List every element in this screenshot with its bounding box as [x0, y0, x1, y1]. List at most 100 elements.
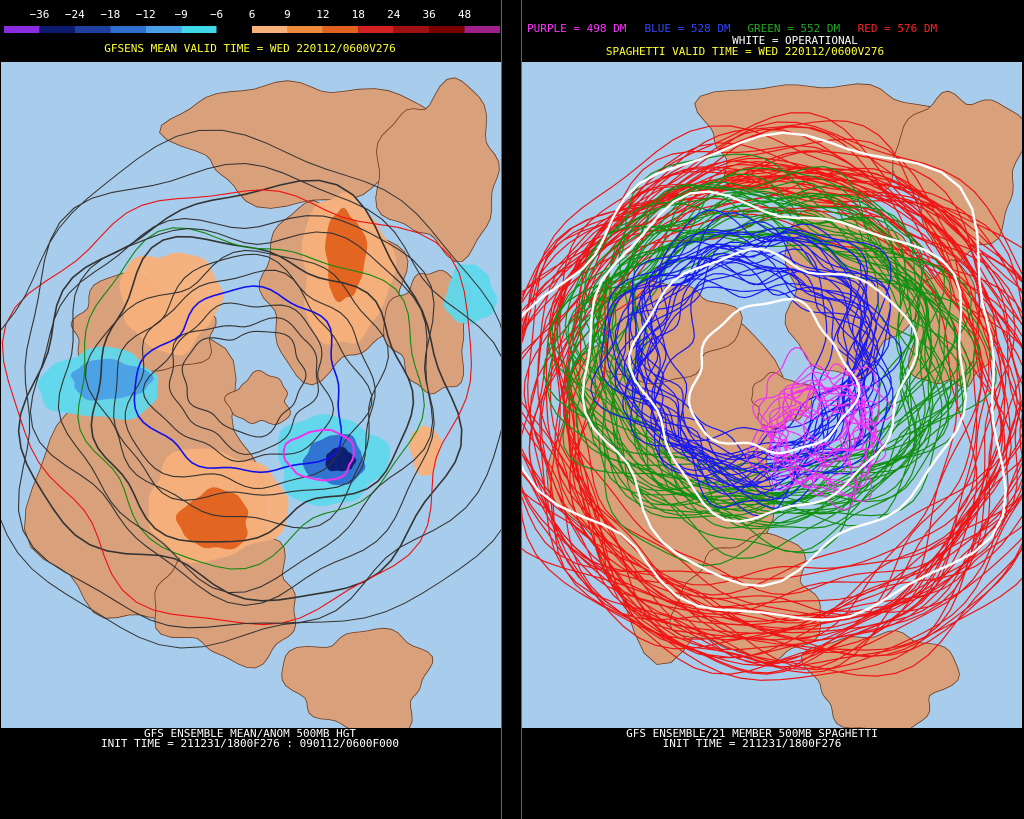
contour — [77, 227, 425, 570]
spaghetti-line — [597, 232, 933, 515]
operational-line — [628, 247, 919, 523]
spaghetti-line — [635, 251, 852, 460]
anomaly — [70, 358, 154, 401]
operational-label: WHITE = OPERATIONAL — [732, 34, 858, 47]
contour — [17, 162, 501, 629]
color-label: 36 — [423, 8, 436, 21]
spaghetti-line — [536, 175, 1022, 668]
contour — [133, 285, 343, 474]
spaghetti-line — [769, 379, 865, 466]
color-label: −36 — [29, 8, 49, 21]
color-swatch — [216, 26, 252, 33]
spaghetti-line — [578, 173, 925, 491]
color-bar: −36 −24 −18 −12 −9 −6 6 9 12 18 24 36 48 — [4, 8, 500, 33]
color-swatch — [4, 26, 40, 33]
right-footer: INIT TIME = 211231/1800F276 — [663, 737, 842, 750]
anomaly — [409, 425, 442, 477]
color-label: −6 — [210, 8, 223, 21]
contour — [84, 249, 389, 529]
contour — [113, 253, 376, 501]
land — [281, 627, 433, 728]
spaghetti-line — [590, 209, 997, 473]
spaghetti-line — [567, 169, 990, 586]
spaghetti-line — [528, 197, 1022, 634]
color-swatch — [322, 26, 359, 33]
color-swatch — [145, 26, 182, 33]
key-entry: PURPLE = 498 DM — [527, 22, 627, 35]
spaghetti-key: PURPLE = 498 DM BLUE = 528 DM GREEN = 552 … — [527, 22, 937, 35]
right-title: SPAGHETTI VALID TIME = WED 220112/0600V2… — [606, 45, 884, 58]
left-title: GFSENS MEAN VALID TIME = WED 220112/0600… — [104, 42, 395, 55]
land — [375, 77, 500, 262]
color-swatch — [464, 26, 500, 33]
spaghetti-line — [539, 150, 1022, 677]
spaghetti-line — [577, 164, 1022, 664]
left-footer: GFS ENSEMBLE MEAN/ANOM 500MB HGT — [144, 727, 356, 740]
contour — [124, 269, 373, 489]
anomaly — [325, 207, 368, 303]
spaghetti-line — [768, 384, 867, 483]
color-swatch — [358, 26, 394, 33]
spaghetti-line — [648, 231, 892, 474]
color-swatch — [393, 26, 430, 33]
spaghetti-line — [522, 125, 1022, 659]
color-label: 24 — [387, 8, 401, 21]
contour — [1, 129, 501, 649]
key-entry: RED = 576 DM — [858, 22, 938, 35]
color-swatch — [252, 26, 288, 33]
spaghetti-line — [636, 209, 874, 470]
spaghetti-line — [549, 160, 1022, 667]
land — [224, 370, 291, 425]
color-label: 18 — [352, 8, 365, 21]
contour — [1, 189, 472, 626]
anomaly — [119, 252, 224, 356]
anomaly — [176, 487, 249, 550]
color-swatch — [74, 26, 111, 33]
spaghetti-line — [625, 236, 889, 492]
color-label: −12 — [136, 8, 156, 21]
key-entry: BLUE = 528 DM — [645, 22, 731, 35]
operational-line — [687, 297, 861, 455]
color-swatch — [181, 26, 217, 33]
spaghetti-line — [760, 384, 873, 487]
color-label: 6 — [249, 8, 256, 21]
color-swatch — [110, 26, 146, 33]
right-map — [522, 62, 1022, 728]
spaghetti-line — [522, 121, 1022, 657]
spaghetti-line — [570, 226, 956, 515]
color-label: 48 — [458, 8, 471, 21]
spaghetti-line — [641, 256, 903, 468]
spaghetti-line — [600, 235, 863, 486]
spaghetti-line — [522, 187, 1022, 580]
operational-line — [522, 131, 1008, 622]
spaghetti-line — [551, 190, 922, 506]
spaghetti-line — [522, 164, 1022, 623]
color-label: −24 — [65, 8, 85, 21]
contour — [57, 228, 434, 594]
color-swatch — [429, 26, 465, 33]
spaghetti-line — [557, 151, 1007, 617]
spaghetti-line — [614, 286, 875, 488]
contour — [168, 317, 319, 456]
left-footer: INIT TIME = 211231/1800F276 : 090112/060… — [101, 737, 399, 750]
spaghetti-line — [637, 249, 870, 477]
spaghetti-line — [755, 347, 857, 473]
spaghetti-line — [767, 404, 855, 496]
color-label: −18 — [100, 8, 120, 21]
spaghetti-line — [542, 191, 946, 528]
contour — [29, 215, 435, 606]
operational-line — [581, 190, 968, 588]
left-map — [1, 62, 501, 728]
right-footer: GFS ENSEMBLE/21 MEMBER 500MB SPAGHETTI — [626, 727, 878, 740]
spaghetti-line — [598, 215, 918, 530]
land — [801, 630, 960, 728]
spaghetti-line — [636, 229, 869, 500]
spaghetti-line — [776, 383, 877, 503]
key-entry: GREEN = 552 DM — [747, 22, 840, 35]
land — [159, 80, 435, 209]
spaghetti-line — [523, 168, 1002, 596]
color-label: 9 — [284, 8, 291, 21]
color-swatch — [287, 26, 323, 33]
spaghetti-line — [545, 166, 962, 674]
